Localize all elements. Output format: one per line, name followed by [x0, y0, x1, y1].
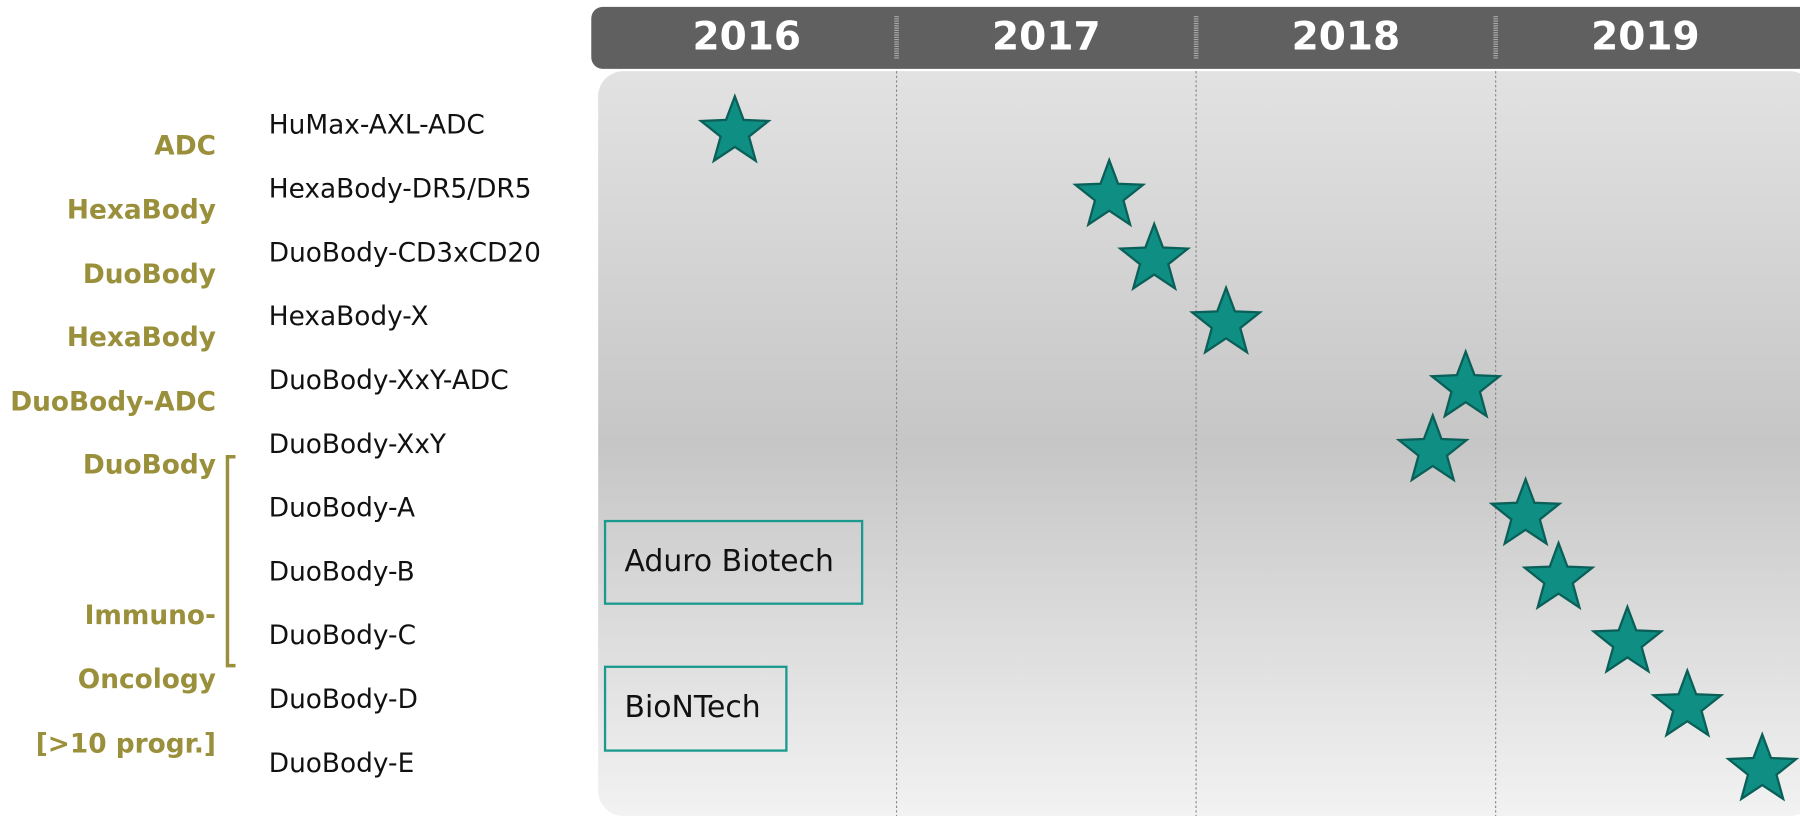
- partner-name: BioNTech: [625, 690, 761, 725]
- program-star: [697, 93, 772, 164]
- platform-label: [>10 progr.]: [36, 729, 216, 759]
- program-name: HexaBody-X: [269, 302, 429, 332]
- platform-label: ADC: [154, 131, 216, 161]
- io-bracket: [225, 455, 236, 668]
- program-name: DuoBody-XxY: [269, 430, 447, 460]
- platform-label: DuoBody: [83, 260, 216, 290]
- program-name: DuoBody-D: [269, 685, 418, 715]
- program-star: [1521, 539, 1596, 611]
- program-star: [1650, 667, 1725, 738]
- program-name: HexaBody-DR5/DR5: [269, 175, 532, 205]
- program-star: [1072, 156, 1147, 228]
- program-star: [1189, 284, 1264, 355]
- platform-label: DuoBody-ADC: [10, 387, 216, 417]
- partner-box: [603, 665, 788, 752]
- year-label: 2017: [992, 15, 1101, 60]
- program-name: DuoBody-C: [269, 621, 416, 651]
- platform-label: HexaBody: [67, 196, 216, 226]
- partner-name: Aduro Biotech: [625, 544, 834, 579]
- program-star: [1590, 603, 1665, 674]
- program-star: [1725, 731, 1800, 802]
- platform-label: DuoBody: [83, 450, 216, 480]
- program-name: DuoBody-CD3xCD20: [269, 238, 541, 268]
- program-name: HuMax-AXL-ADC: [269, 111, 485, 141]
- program-name: DuoBody-E: [269, 749, 414, 779]
- year-label: 2018: [1292, 15, 1401, 60]
- program-star: [1395, 412, 1470, 483]
- year-label: 2019: [1591, 15, 1700, 60]
- program-star: [1488, 476, 1563, 547]
- timeline-panel: [598, 71, 1800, 816]
- year-label: 2016: [692, 15, 801, 60]
- program-name: DuoBody-A: [269, 494, 415, 524]
- program-star: [1117, 220, 1192, 292]
- platform-label: Immuno-: [85, 601, 216, 631]
- program-star: [1428, 348, 1503, 419]
- platform-label: Oncology: [78, 665, 216, 695]
- program-name: DuoBody-B: [269, 557, 415, 587]
- program-name: DuoBody-XxY-ADC: [269, 366, 509, 396]
- partner-box: [603, 519, 864, 605]
- platform-label: HexaBody: [67, 323, 216, 353]
